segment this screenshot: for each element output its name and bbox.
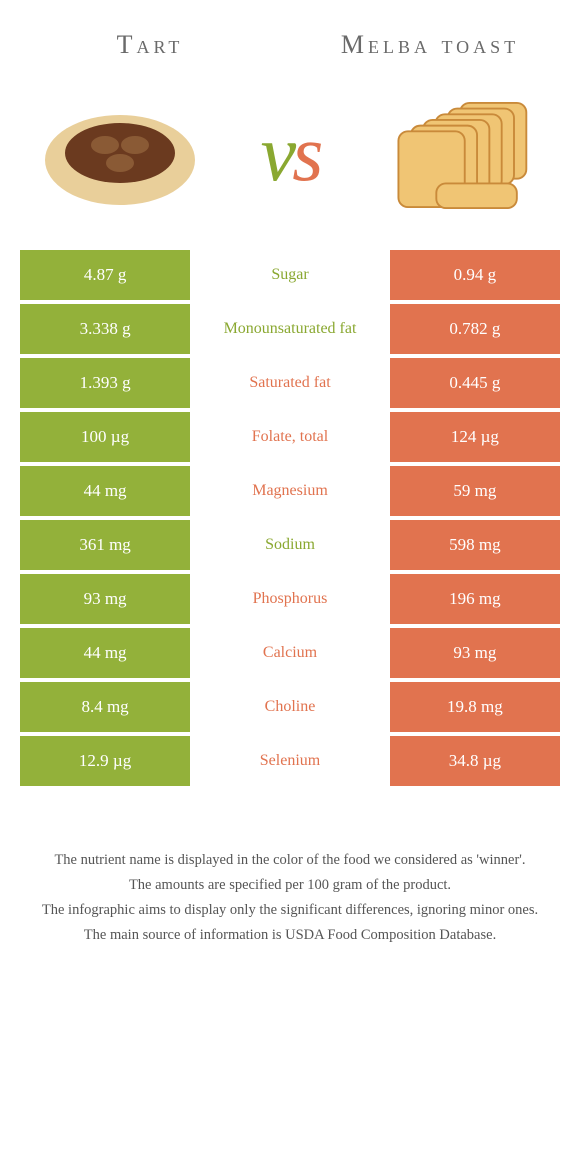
nutrient-name: Sodium <box>192 520 388 574</box>
left-value: 44 mg <box>20 628 190 682</box>
footnote-line: The infographic aims to display only the… <box>40 900 540 921</box>
nutrient-row: 100 µgFolate, total124 µg <box>20 412 560 466</box>
vs-label: vs <box>261 109 320 200</box>
vs-v: v <box>261 110 293 198</box>
right-value: 59 mg <box>390 466 560 520</box>
right-value: 34.8 µg <box>390 736 560 790</box>
right-value: 0.94 g <box>390 250 560 304</box>
left-value: 44 mg <box>20 466 190 520</box>
nutrient-name: Monounsaturated fat <box>192 304 388 358</box>
nutrient-row: 8.4 mgCholine19.8 mg <box>20 682 560 736</box>
nutrient-row: 44 mgMagnesium59 mg <box>20 466 560 520</box>
footnote-line: The nutrient name is displayed in the co… <box>40 850 540 871</box>
right-value: 19.8 mg <box>390 682 560 736</box>
right-food-title: Melba toast <box>340 30 520 60</box>
left-value: 3.338 g <box>20 304 190 358</box>
right-value: 598 mg <box>390 520 560 574</box>
nutrient-name: Saturated fat <box>192 358 388 412</box>
left-value: 100 µg <box>20 412 190 466</box>
nutrient-name: Calcium <box>192 628 388 682</box>
nutrient-row: 12.9 µgSelenium34.8 µg <box>20 736 560 790</box>
nutrient-name: Magnesium <box>192 466 388 520</box>
footnote-line: The main source of information is USDA F… <box>40 925 540 946</box>
right-value: 93 mg <box>390 628 560 682</box>
left-value: 4.87 g <box>20 250 190 304</box>
left-value: 12.9 µg <box>20 736 190 790</box>
right-value: 0.782 g <box>390 304 560 358</box>
nutrient-name: Folate, total <box>192 412 388 466</box>
nutrient-name: Selenium <box>192 736 388 790</box>
left-food-title: Tart <box>60 30 240 60</box>
left-value: 93 mg <box>20 574 190 628</box>
footnote-line: The amounts are specified per 100 gram o… <box>40 875 540 896</box>
nutrient-row: 4.87 gSugar0.94 g <box>20 250 560 304</box>
nutrient-row: 1.393 gSaturated fat0.445 g <box>20 358 560 412</box>
images-row: vs <box>0 70 580 250</box>
nutrient-row: 93 mgPhosphorus196 mg <box>20 574 560 628</box>
footnotes: The nutrient name is displayed in the co… <box>0 790 580 946</box>
right-value: 0.445 g <box>390 358 560 412</box>
nutrient-table: 4.87 gSugar0.94 g3.338 gMonounsaturated … <box>20 250 560 790</box>
melba-toast-image <box>370 90 550 220</box>
vs-s: s <box>292 110 319 198</box>
right-value: 124 µg <box>390 412 560 466</box>
tart-image <box>30 90 210 220</box>
left-value: 361 mg <box>20 520 190 574</box>
left-value: 8.4 mg <box>20 682 190 736</box>
nutrient-row: 44 mgCalcium93 mg <box>20 628 560 682</box>
left-value: 1.393 g <box>20 358 190 412</box>
nutrient-row: 3.338 gMonounsaturated fat0.782 g <box>20 304 560 358</box>
right-value: 196 mg <box>390 574 560 628</box>
nutrient-name: Sugar <box>192 250 388 304</box>
nutrient-name: Choline <box>192 682 388 736</box>
nutrient-name: Phosphorus <box>192 574 388 628</box>
nutrient-row: 361 mgSodium598 mg <box>20 520 560 574</box>
header: Tart Melba toast <box>0 0 580 70</box>
